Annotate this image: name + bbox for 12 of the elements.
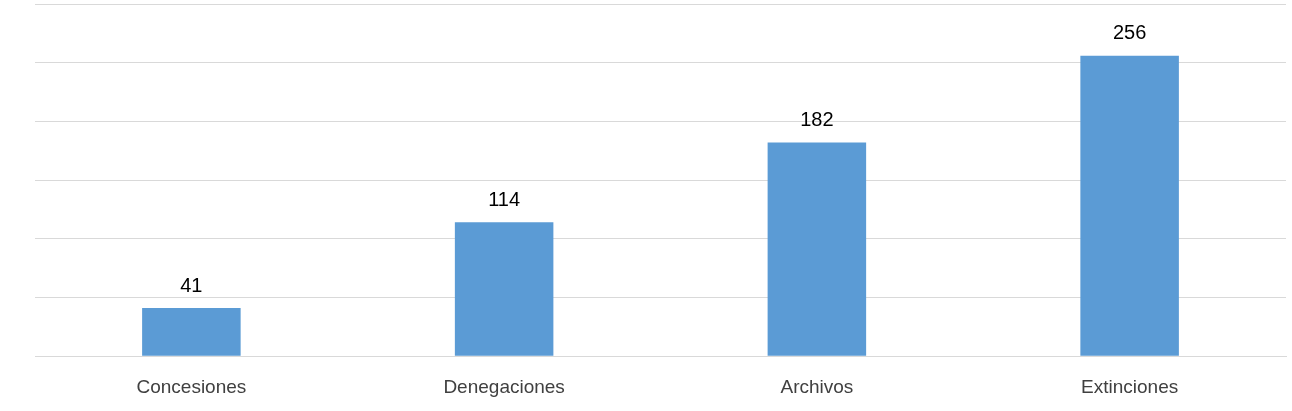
data-label: 41 <box>180 273 203 296</box>
data-label: 114 <box>488 187 521 210</box>
x-tick-label: Extinciones <box>1081 375 1179 397</box>
data-label: 256 <box>1112 21 1147 44</box>
bar <box>1080 55 1179 356</box>
x-tick-label: Archivos <box>780 375 854 397</box>
bar <box>142 308 241 356</box>
x-tick-label: Denegaciones <box>443 375 565 397</box>
x-tick-label: Concesiones <box>136 375 247 397</box>
bar <box>767 142 867 356</box>
bar <box>454 222 554 356</box>
data-label: 182 <box>800 108 834 131</box>
